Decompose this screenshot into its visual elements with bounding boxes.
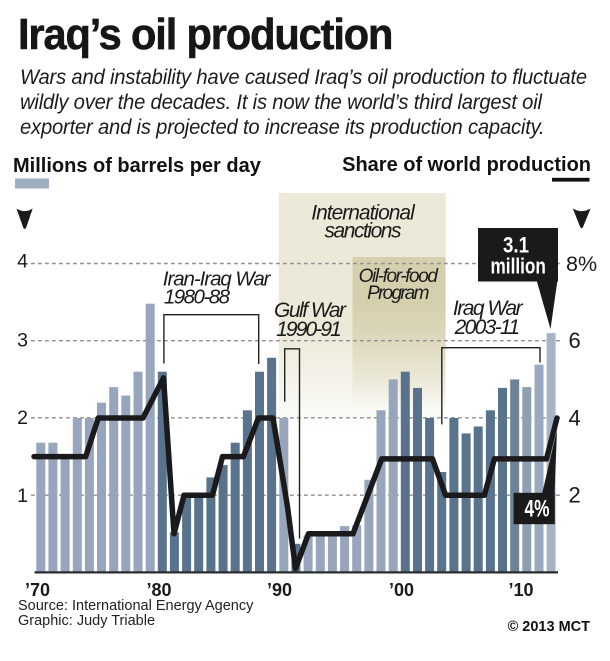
svg-text:4%: 4% — [525, 496, 550, 523]
svg-text:8%: 8% — [566, 252, 597, 276]
svg-text:’80: ’80 — [146, 580, 171, 600]
svg-text:Iraq War: Iraq War — [453, 297, 524, 320]
svg-text:Program: Program — [367, 283, 429, 304]
svg-text:1980-88: 1980-88 — [164, 285, 231, 308]
svg-text:’10: ’10 — [508, 580, 533, 600]
svg-text:1: 1 — [17, 485, 28, 507]
svg-text:2: 2 — [17, 407, 28, 429]
svg-text:4: 4 — [17, 250, 28, 272]
svg-text:sanctions: sanctions — [325, 220, 403, 243]
svg-text:International: International — [311, 202, 416, 225]
svg-text:1990-91: 1990-91 — [276, 318, 342, 341]
svg-text:million: million — [491, 254, 546, 279]
svg-text:’70: ’70 — [25, 580, 50, 600]
svg-text:6: 6 — [569, 328, 581, 353]
svg-text:2: 2 — [569, 483, 581, 508]
svg-text:2003-11: 2003-11 — [454, 316, 520, 339]
svg-text:Gulf War: Gulf War — [274, 299, 347, 322]
svg-text:3.1: 3.1 — [503, 232, 529, 257]
svg-text:Oil-for-food: Oil-for-food — [359, 266, 440, 287]
svg-text:4: 4 — [569, 405, 581, 430]
svg-text:’90: ’90 — [267, 580, 292, 600]
svg-text:Iran-Iraq War: Iran-Iraq War — [163, 267, 272, 290]
svg-text:’00: ’00 — [389, 580, 414, 600]
svg-text:3: 3 — [17, 330, 28, 352]
